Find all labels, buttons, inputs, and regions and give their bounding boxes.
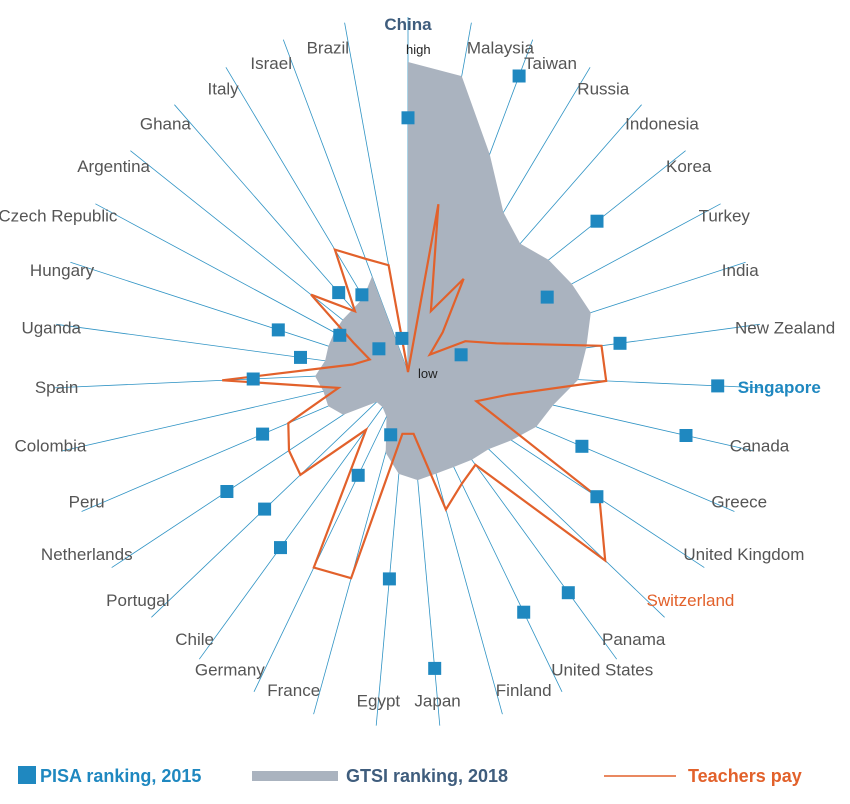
pisa-marker-chile (274, 541, 287, 555)
label-chile: Chile (175, 630, 214, 649)
label-hungary: Hungary (30, 261, 95, 280)
label-france: France (267, 681, 320, 700)
legend-pisa-swatch (18, 766, 36, 784)
legend-gtsi-swatch (252, 771, 338, 781)
label-russia: Russia (577, 80, 630, 99)
pisa-marker-panama (561, 586, 575, 600)
label-switzerland: Switzerland (647, 591, 735, 610)
pisa-marker-italy (355, 288, 369, 302)
label-argentina: Argentina (77, 157, 150, 176)
pisa-marker-uganda (294, 350, 307, 364)
legend: PISA ranking, 2015 GTSI ranking, 2018 Te… (18, 766, 802, 786)
scale-low-label: low (418, 366, 438, 381)
pisa-marker-portugal (258, 502, 272, 516)
pisa-marker-turkey (540, 290, 554, 304)
teachers-pay-line (222, 204, 608, 580)
pisa-marker-canada (679, 429, 693, 442)
pisa-marker-brazil (395, 331, 409, 345)
label-peru: Peru (69, 493, 105, 512)
pisa-marker-taiwan (512, 69, 526, 83)
label-italy: Italy (208, 80, 240, 99)
pisa-marker-germany (351, 468, 365, 482)
label-china: China (384, 15, 432, 34)
legend-pisa-label: PISA ranking, 2015 (40, 766, 201, 786)
axis-portugal (151, 371, 409, 618)
label-indonesia: Indonesia (625, 115, 699, 134)
label-spain: Spain (35, 378, 78, 397)
pisa-marker-france (384, 428, 398, 442)
legend-pay-label: Teachers pay (688, 766, 802, 786)
label-germany: Germany (195, 660, 265, 679)
pisa-marker-china (401, 111, 415, 125)
pisa-marker-spain (246, 372, 260, 386)
label-ghana: Ghana (140, 115, 192, 134)
label-canada: Canada (730, 436, 790, 455)
label-czech-republic: Czech Republic (0, 207, 118, 226)
axis-chile (198, 371, 409, 660)
label-singapore: Singapore (738, 378, 821, 397)
pisa-marker-japan (428, 661, 442, 675)
label-finland: Finland (496, 681, 552, 700)
label-japan: Japan (414, 692, 460, 711)
pisa-marker-singapore (711, 379, 725, 393)
label-israel: Israel (250, 54, 292, 73)
label-uganda: Uganda (21, 319, 81, 338)
pisa-marker-india (454, 348, 468, 362)
label-greece: Greece (711, 493, 767, 512)
label-korea: Korea (666, 157, 712, 176)
label-turkey: Turkey (699, 207, 751, 226)
pisa-marker-hungary (271, 323, 285, 337)
gtsi-area (315, 62, 591, 481)
pisa-marker-united-kingdom (590, 490, 604, 504)
pisa-marker-united-states (517, 605, 531, 619)
label-egypt: Egypt (357, 692, 401, 711)
label-united-states: United States (551, 660, 653, 679)
pisa-marker-korea (590, 214, 604, 228)
pisa-marker-new-zealand (613, 336, 627, 350)
label-taiwan: Taiwan (524, 54, 577, 73)
label-brazil: Brazil (307, 38, 350, 57)
label-new-zealand: New Zealand (735, 319, 835, 338)
pisa-markers (220, 69, 725, 675)
axis-germany (253, 371, 409, 692)
pisa-marker-czech-republic (333, 328, 347, 342)
pisa-marker-ghana (332, 286, 346, 300)
label-colombia: Colombia (14, 436, 86, 455)
pisa-marker-egypt (382, 572, 396, 586)
pisa-marker-greece (575, 439, 589, 453)
label-united-kingdom: United Kingdom (683, 545, 804, 564)
label-netherlands: Netherlands (41, 545, 133, 564)
label-portugal: Portugal (106, 591, 169, 610)
label-panama: Panama (602, 630, 666, 649)
label-india: India (722, 261, 759, 280)
pisa-marker-argentina (372, 342, 386, 356)
label-malaysia: Malaysia (467, 38, 535, 57)
pisa-marker-netherlands (220, 485, 234, 498)
pisa-marker-peru (256, 427, 270, 441)
scale-high-label: high (406, 42, 431, 57)
legend-gtsi-label: GTSI ranking, 2018 (346, 766, 508, 786)
